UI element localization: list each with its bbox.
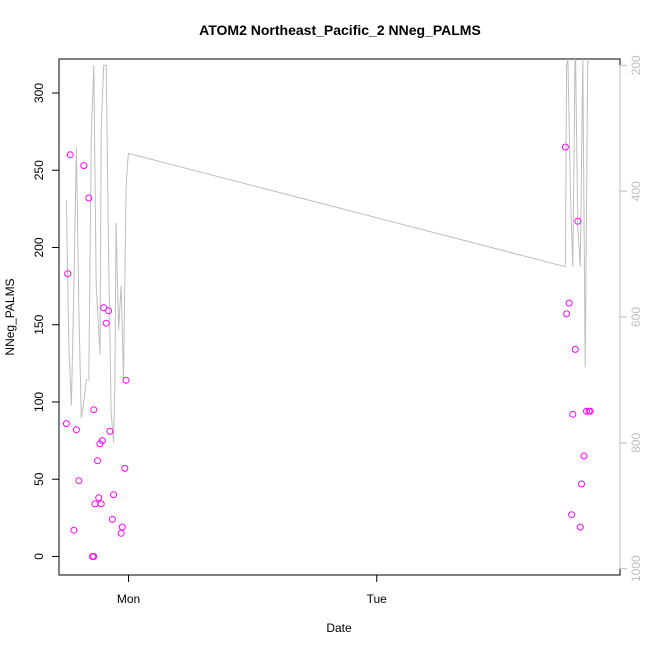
data-point: [563, 310, 571, 318]
x-tick-label: Mon: [117, 592, 140, 606]
data-point: [574, 217, 582, 225]
y-tick-label: 200: [32, 237, 46, 257]
data-point: [91, 500, 99, 508]
data-point: [118, 523, 126, 531]
points-layer: [62, 143, 594, 560]
data-point: [580, 452, 588, 460]
data-point: [102, 319, 110, 327]
data-point: [75, 477, 83, 485]
y2-tick-label: 600: [629, 307, 643, 327]
data-point: [576, 523, 584, 531]
data-point: [70, 526, 78, 534]
data-point: [578, 480, 585, 488]
data-point: [62, 420, 70, 428]
data-point: [66, 151, 74, 159]
data-point: [561, 143, 569, 151]
data-point: [121, 464, 129, 472]
data-point: [106, 427, 114, 435]
depth-line: [65, 59, 589, 443]
data-point: [100, 304, 108, 312]
y2-axis: 200 400 600 800 1000: [619, 55, 643, 582]
data-point: [97, 500, 105, 508]
data-point: [583, 407, 590, 415]
y-tick-label: 250: [32, 160, 46, 180]
plot-frame: [58, 58, 621, 576]
y-axis-label: NNeg_PALMS: [3, 278, 17, 355]
x-axis-label: Date: [326, 621, 352, 635]
data-point: [586, 407, 594, 415]
data-point: [568, 511, 576, 519]
data-point: [105, 307, 113, 315]
data-point: [122, 376, 130, 384]
y2-tick-label: 1000: [629, 555, 643, 582]
data-point: [110, 491, 118, 499]
data-point: [108, 515, 116, 523]
data-point: [90, 553, 98, 560]
x-tick-label: Tue: [367, 592, 388, 606]
depth-line-layer: [65, 59, 589, 443]
data-point: [72, 426, 80, 434]
data-point: [64, 270, 72, 278]
y-tick-label: 150: [32, 314, 46, 334]
y-tick-label: 300: [32, 83, 46, 103]
chart-title: ATOM2 Northeast_Pacific_2 NNeg_PALMS: [199, 22, 481, 38]
data-point: [117, 529, 125, 537]
y2-tick-label: 800: [629, 433, 643, 453]
y-axis: 0 50 100 150 200 250 300: [32, 83, 60, 560]
data-point: [94, 457, 101, 465]
data-point: [571, 345, 579, 353]
y2-tick-label: 400: [629, 181, 643, 201]
data-point: [569, 410, 577, 418]
y-tick-label: 0: [32, 553, 46, 560]
x-axis: Mon Tue: [117, 574, 388, 606]
y2-tick-label: 200: [629, 55, 643, 75]
data-point: [80, 162, 88, 170]
data-point: [565, 299, 573, 307]
y-tick-label: 100: [32, 392, 46, 412]
y-tick-label: 50: [32, 472, 46, 486]
data-point: [98, 437, 106, 445]
data-point: [85, 194, 93, 202]
data-point: [90, 406, 98, 414]
data-point: [95, 494, 103, 502]
